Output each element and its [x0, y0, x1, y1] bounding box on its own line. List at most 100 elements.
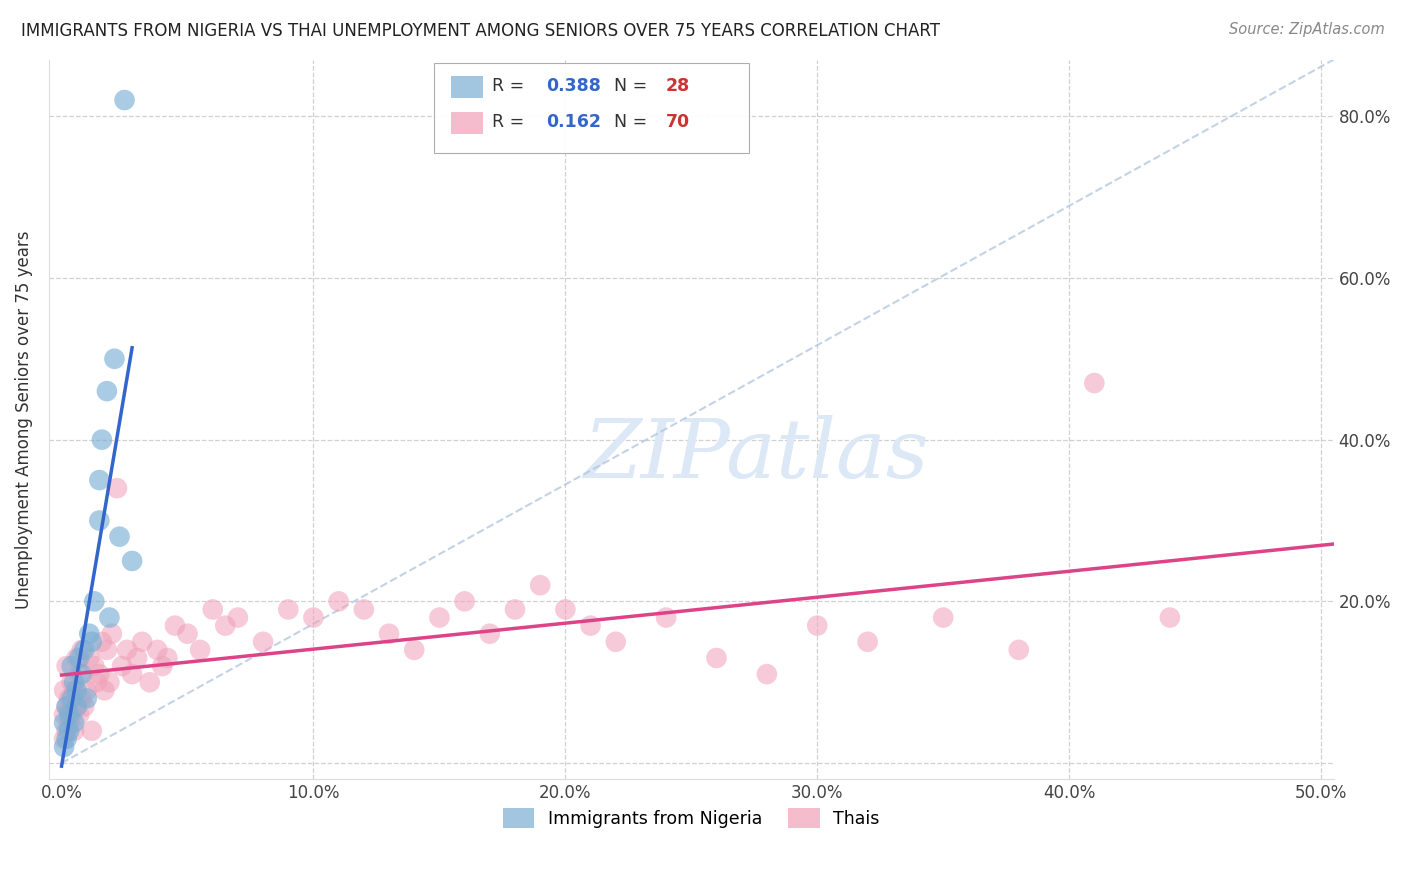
Point: [58, 691, 80, 706]
Point: [156, 651, 179, 665]
Text: R =: R =: [492, 113, 530, 131]
Point: [55, 699, 77, 714]
Point: [127, 651, 149, 665]
Point: [89, 667, 111, 681]
Point: [66, 651, 89, 665]
Point: [70, 643, 93, 657]
Point: [96, 384, 118, 398]
Point: [89, 473, 111, 487]
Point: [53, 683, 76, 698]
Text: 28: 28: [665, 78, 690, 95]
Point: [302, 610, 325, 624]
Point: [53, 739, 76, 754]
Text: 0.388: 0.388: [546, 78, 600, 95]
Point: [103, 351, 125, 366]
Point: [93, 683, 115, 698]
FancyBboxPatch shape: [434, 63, 749, 153]
Point: [188, 643, 211, 657]
Point: [53, 715, 76, 730]
Point: [706, 651, 728, 665]
Point: [63, 675, 86, 690]
Point: [121, 667, 143, 681]
Legend: Immigrants from Nigeria, Thais: Immigrants from Nigeria, Thais: [496, 801, 887, 835]
Point: [605, 635, 627, 649]
Point: [53, 707, 76, 722]
Point: [60, 691, 83, 706]
Point: [53, 731, 76, 746]
Point: [66, 699, 89, 714]
Point: [60, 659, 83, 673]
Point: [60, 675, 83, 690]
Y-axis label: Unemployment Among Seniors over 75 years: Unemployment Among Seniors over 75 years: [15, 230, 32, 608]
Point: [478, 626, 501, 640]
Point: [76, 691, 98, 706]
Point: [146, 643, 169, 657]
Point: [76, 683, 98, 698]
Point: [655, 610, 678, 624]
Point: [55, 731, 77, 746]
Point: [55, 659, 77, 673]
Point: [67, 651, 90, 665]
Point: [277, 602, 299, 616]
Point: [63, 683, 86, 698]
Point: [554, 602, 576, 616]
Text: N =: N =: [614, 78, 652, 95]
Point: [214, 618, 236, 632]
Point: [80, 723, 103, 738]
Point: [163, 618, 186, 632]
Point: [70, 667, 93, 681]
Point: [77, 626, 100, 640]
Point: [63, 723, 86, 738]
Point: [96, 643, 118, 657]
Point: [55, 699, 77, 714]
Point: [115, 643, 138, 657]
Point: [66, 683, 89, 698]
Point: [932, 610, 955, 624]
Point: [429, 610, 451, 624]
Point: [252, 635, 274, 649]
Point: [55, 723, 77, 738]
Point: [89, 514, 111, 528]
Point: [90, 433, 112, 447]
Point: [121, 554, 143, 568]
Point: [101, 626, 124, 640]
Point: [58, 707, 80, 722]
Point: [755, 667, 778, 681]
Point: [404, 643, 426, 657]
Point: [503, 602, 526, 616]
Point: [806, 618, 828, 632]
Point: [529, 578, 551, 592]
Point: [1159, 610, 1181, 624]
Point: [138, 675, 160, 690]
Point: [176, 626, 198, 640]
Point: [63, 715, 86, 730]
Point: [1083, 376, 1105, 390]
Bar: [451, 76, 484, 98]
Text: 0.162: 0.162: [546, 113, 602, 131]
Text: 70: 70: [665, 113, 690, 131]
Text: N =: N =: [614, 113, 652, 131]
Point: [856, 635, 879, 649]
Point: [378, 626, 401, 640]
Point: [105, 481, 128, 495]
Point: [90, 635, 112, 649]
Point: [150, 659, 173, 673]
Point: [328, 594, 350, 608]
Text: R =: R =: [492, 78, 530, 95]
Point: [579, 618, 602, 632]
Point: [98, 675, 121, 690]
Point: [114, 93, 136, 107]
Bar: [451, 112, 484, 134]
Point: [66, 699, 89, 714]
Point: [453, 594, 475, 608]
Point: [1008, 643, 1031, 657]
Point: [98, 610, 121, 624]
Point: [73, 643, 96, 657]
Point: [83, 659, 105, 673]
Point: [108, 530, 131, 544]
Text: IMMIGRANTS FROM NIGERIA VS THAI UNEMPLOYMENT AMONG SENIORS OVER 75 YEARS CORRELA: IMMIGRANTS FROM NIGERIA VS THAI UNEMPLOY…: [21, 22, 941, 40]
Point: [226, 610, 249, 624]
Point: [86, 675, 108, 690]
Point: [70, 691, 93, 706]
Point: [80, 635, 103, 649]
